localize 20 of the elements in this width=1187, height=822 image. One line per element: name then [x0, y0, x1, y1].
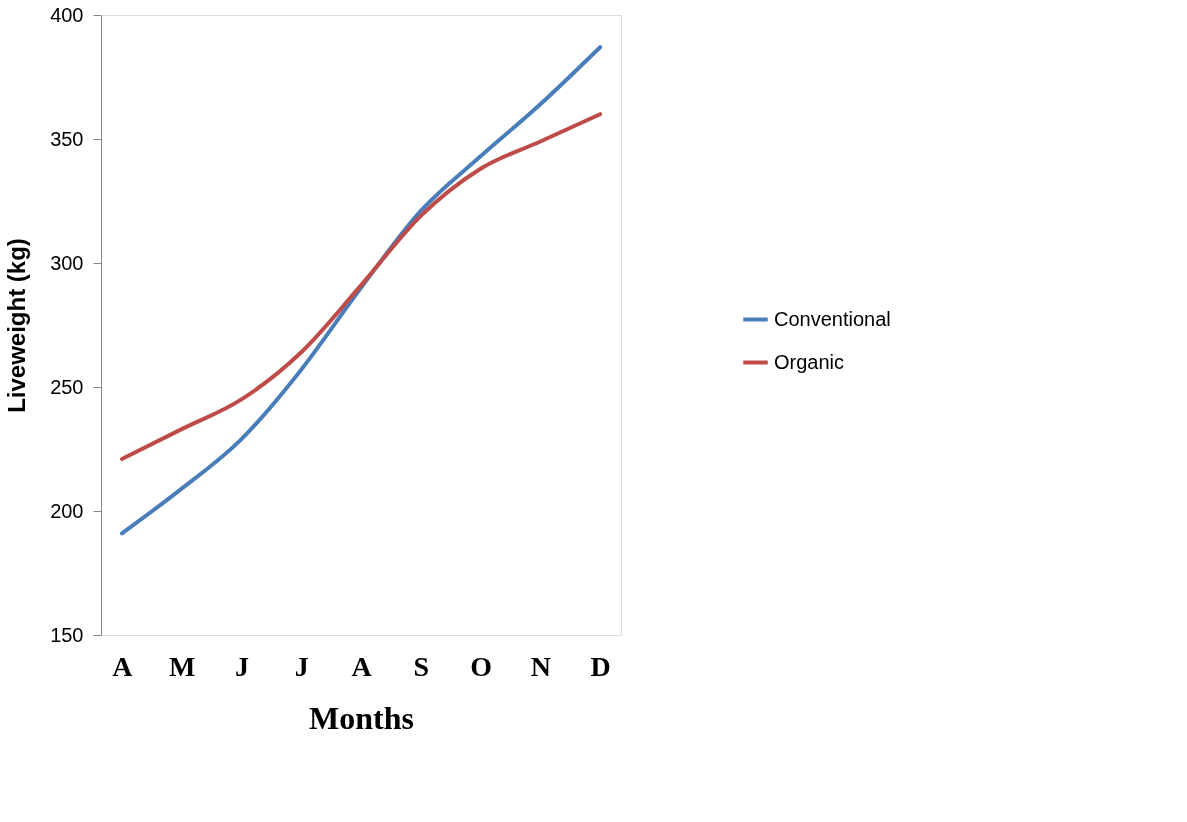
y-tick-label: 200: [50, 499, 84, 522]
x-tick-label: A: [351, 650, 373, 682]
y-tick-label: 400: [50, 3, 84, 26]
x-tick-label: S: [413, 650, 430, 682]
legend-label: Organic: [774, 350, 845, 373]
x-tick-label: O: [470, 650, 492, 682]
y-tick-label: 300: [50, 251, 84, 274]
legend-label: Conventional: [774, 307, 891, 330]
x-tick-label: N: [530, 650, 551, 682]
y-tick-label: 250: [50, 375, 84, 398]
x-axis-title: Months: [309, 699, 414, 736]
line-series: [119, 112, 603, 461]
x-tick-label: D: [590, 650, 611, 682]
x-tick-label: A: [112, 650, 134, 682]
y-tick-label: 150: [50, 623, 84, 646]
x-tick-label: J: [234, 650, 249, 682]
x-tick-label: M: [168, 650, 196, 682]
x-tick-label: J: [294, 650, 309, 682]
y-tick-label: 350: [50, 127, 84, 150]
y-axis-title: Liveweight (kg): [3, 238, 31, 413]
